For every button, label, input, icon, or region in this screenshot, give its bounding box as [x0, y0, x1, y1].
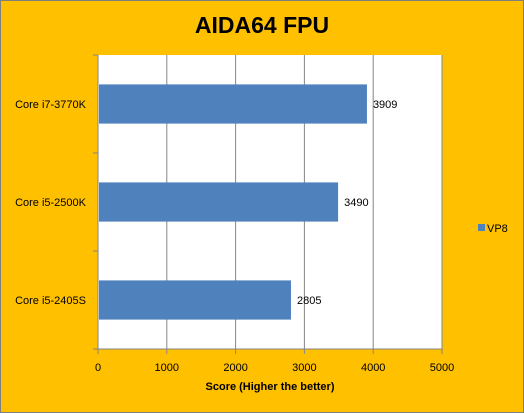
bar: [99, 280, 291, 320]
bars: [99, 84, 367, 320]
x-tick-label: 0: [95, 362, 101, 374]
data-labels: 3909 3490 2805: [297, 99, 397, 307]
x-tick-label: 3000: [292, 362, 316, 374]
chart-title: AIDA64 FPU: [194, 12, 330, 38]
x-axis-ticks: 0 1000 2000 3000 4000 5000: [95, 349, 454, 374]
data-label: 2805: [297, 295, 321, 307]
x-tick-label: 5000: [430, 362, 454, 374]
y-axis-categories: Core i7-3770K Core i5-2500K Core i5-2405S: [15, 54, 98, 350]
y-category-label: Core i5-2405S: [15, 295, 86, 307]
x-axis-title: Score (Higher the better): [206, 381, 335, 393]
x-tick-label: 2000: [223, 362, 247, 374]
y-category-label: Core i5-2500K: [15, 197, 87, 209]
bar: [99, 84, 367, 124]
axes: [97, 55, 442, 350]
legend: VP8: [478, 223, 508, 235]
data-label: 3490: [344, 197, 368, 209]
bar: [99, 182, 339, 222]
legend-swatch: [478, 224, 485, 231]
legend-label: VP8: [487, 223, 508, 235]
data-label: 3909: [373, 99, 397, 111]
y-category-label: Core i7-3770K: [15, 99, 87, 111]
x-tick-label: 4000: [361, 362, 385, 374]
x-tick-label: 1000: [155, 362, 179, 374]
